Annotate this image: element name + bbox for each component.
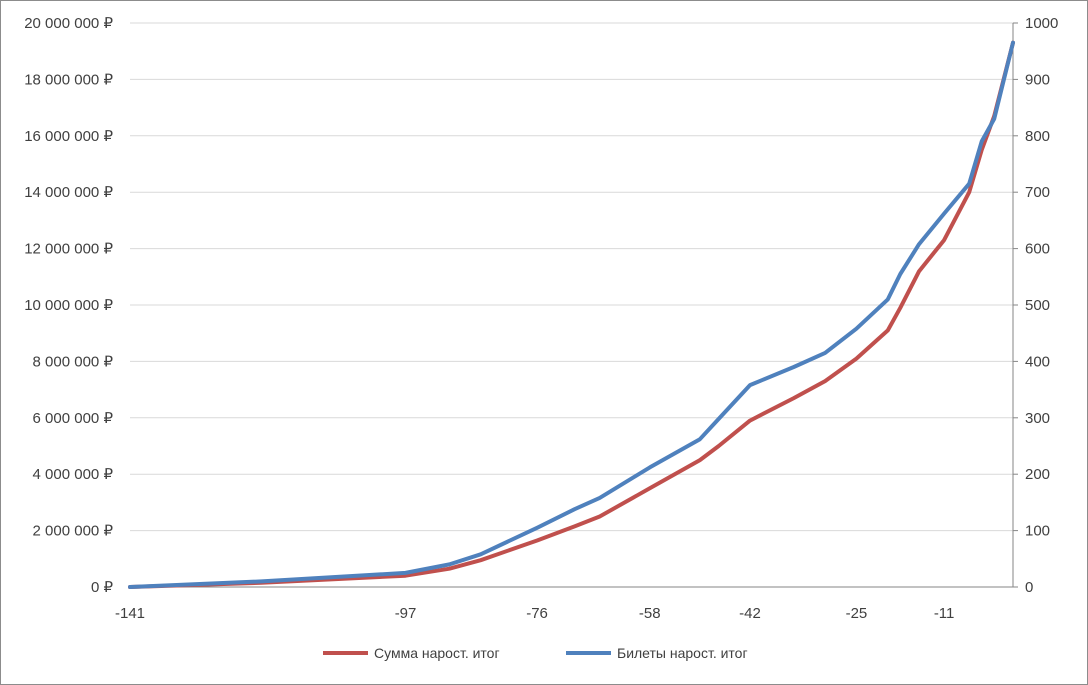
legend: Сумма нарост. итог Билеты нарост. итог [323, 645, 748, 661]
series-line-1 [128, 40, 1015, 589]
left-tick-label: 6 000 000 ₽ [33, 410, 114, 427]
legend-label: Сумма нарост. итог [374, 645, 500, 661]
left-tick-label: 16 000 000 ₽ [24, 128, 113, 145]
left-tick-label: 0 ₽ [91, 579, 114, 596]
right-tick-label: 500 [1025, 297, 1050, 314]
x-tick-label: -97 [395, 605, 417, 622]
right-tick-label: 400 [1025, 353, 1050, 370]
legend-label: Билеты нарост. итог [617, 645, 748, 661]
left-tick-label: 20 000 000 ₽ [24, 15, 113, 32]
series-line-2 [128, 40, 1015, 589]
right-tick-label: 300 [1025, 410, 1050, 427]
x-tick-label: -25 [846, 605, 868, 622]
x-axis-ticks: -141 -97 -76 -58 -42 -25 -11 [115, 605, 954, 622]
right-axis-ticks: 0 100 200 300 400 500 600 700 800 900 1000 [1013, 15, 1058, 596]
right-tick-label: 200 [1025, 466, 1050, 483]
gridlines [130, 22, 1013, 532]
series-lines [128, 40, 1015, 589]
right-tick-label: 1000 [1025, 15, 1058, 32]
left-tick-label: 12 000 000 ₽ [24, 241, 113, 258]
left-tick-label: 14 000 000 ₽ [24, 184, 113, 201]
x-tick-label: -76 [526, 605, 548, 622]
right-tick-label: 700 [1025, 184, 1050, 201]
left-axis-ticks: 0 ₽ 2 000 000 ₽ 4 000 000 ₽ 6 000 000 ₽ 8 00… [24, 15, 113, 596]
left-tick-label: 4 000 000 ₽ [33, 466, 114, 483]
right-tick-label: 900 [1025, 71, 1050, 88]
x-tick-label: -42 [739, 605, 761, 622]
left-tick-label: 10 000 000 ₽ [24, 297, 113, 314]
right-tick-label: 0 [1025, 579, 1033, 596]
left-tick-label: 18 000 000 ₽ [24, 71, 113, 88]
x-tick-label: -11 [934, 605, 955, 622]
right-tick-label: 600 [1025, 241, 1050, 258]
right-tick-label: 100 [1025, 523, 1050, 540]
left-tick-label: 2 000 000 ₽ [33, 523, 114, 540]
right-tick-label: 800 [1025, 128, 1050, 145]
x-tick-label: -58 [639, 605, 661, 622]
left-tick-label: 8 000 000 ₽ [33, 353, 114, 370]
x-tick-label: -141 [115, 605, 145, 622]
